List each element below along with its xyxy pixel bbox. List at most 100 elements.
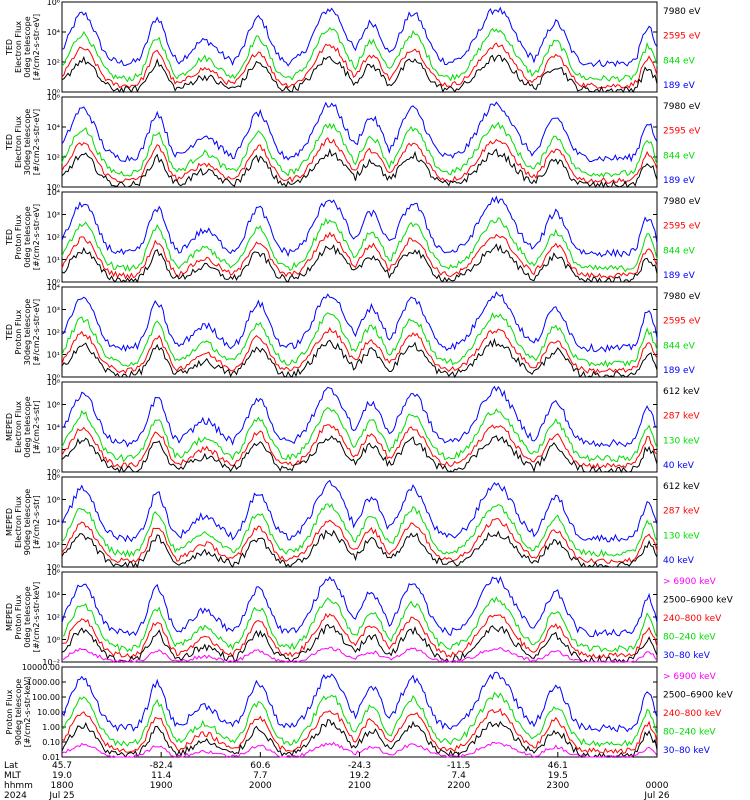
legend-entry: 7980 eV xyxy=(663,197,701,207)
legend-entry: 612 keV xyxy=(663,482,700,492)
y-tick-label: 10³ xyxy=(47,211,60,220)
x-tick-label: 2000 xyxy=(249,781,272,791)
legend-entry: 80–240 keV xyxy=(663,728,716,738)
series-blue-trace xyxy=(61,6,658,68)
y-tick-label: 10⁴ xyxy=(47,518,60,527)
y-tick-label: 10⁴ xyxy=(47,283,60,292)
panel-frame xyxy=(61,1,658,93)
legend-entry: 7980 eV xyxy=(663,292,701,302)
legend-entry: 80–240 keV xyxy=(663,633,716,643)
legend-entry: 30–80 keV xyxy=(663,651,711,661)
y-axis-label-line: [#/cm2-s-str-eV] xyxy=(32,14,41,80)
x-tick-label: 45.7 xyxy=(52,761,72,771)
x-tick-label: -24.3 xyxy=(348,761,371,771)
panel-frame xyxy=(61,666,658,758)
y-axis-label-line: TED xyxy=(5,324,14,341)
series-green-trace xyxy=(61,312,658,368)
legend-entry: 189 eV xyxy=(663,81,696,91)
y-tick-label: 10² xyxy=(47,446,60,455)
series-blue-trace xyxy=(61,575,658,638)
x-tick-label: 1900 xyxy=(150,781,173,791)
series-red-trace xyxy=(61,137,658,185)
legend-entry: 844 eV xyxy=(663,151,696,161)
y-axis-label-line: 30deg telescope xyxy=(23,299,32,366)
y-axis-label-line: Electron Flux xyxy=(14,116,23,168)
legend-entry: 2500–6900 keV xyxy=(663,691,734,701)
legend-entry: 40 keV xyxy=(663,461,695,471)
series-red-trace xyxy=(61,42,658,89)
x-tick-label: 2300 xyxy=(546,781,569,791)
y-axis-label-line: TED xyxy=(5,229,14,246)
y-tick-label: 10² xyxy=(47,541,60,550)
x-tick-label: Jul 25 xyxy=(48,791,74,800)
y-tick-label: 10⁰ xyxy=(47,373,60,382)
series-black-trace xyxy=(61,148,658,189)
y-axis-label-line: Electron Flux xyxy=(14,401,23,453)
legend-entry: 189 eV xyxy=(663,271,696,281)
x-row-label: 2024 xyxy=(4,791,27,800)
y-tick-label: 10⁴ xyxy=(47,591,60,600)
series-black-trace xyxy=(61,337,658,379)
x-tick-label: 11.4 xyxy=(151,771,171,781)
y-axis-label-line: [#/cm2-s-str-keV] xyxy=(23,677,32,748)
panel-frame xyxy=(61,571,658,663)
y-axis-label-line: 0deg telescope xyxy=(23,396,32,457)
y-axis-label-line: Electron Flux xyxy=(14,496,23,548)
panel-frame xyxy=(61,476,658,568)
series-red-trace xyxy=(61,518,658,564)
series-black-trace xyxy=(61,54,658,94)
panel-frame xyxy=(61,381,658,473)
y-axis-label-line: TED xyxy=(5,39,14,56)
x-tick-label: 19.2 xyxy=(349,771,369,781)
y-tick-label: 1.00 xyxy=(42,723,60,732)
series-black-trace xyxy=(61,529,658,569)
legend-entry: 2595 eV xyxy=(663,317,701,327)
y-axis-label-line: MEPED xyxy=(5,603,14,631)
panel-2: 10⁶ 10⁴ 10² 10⁰ TED Electron Flux 30deg telesc… xyxy=(5,93,701,192)
series-green-trace xyxy=(61,121,658,178)
legend-entry: 844 eV xyxy=(663,341,696,351)
y-tick-label: 10² xyxy=(47,233,60,242)
series-blue-trace xyxy=(61,385,658,448)
legend-entry: 240–800 keV xyxy=(663,709,722,719)
x-row-label: Lat xyxy=(4,761,19,771)
series-black-trace xyxy=(61,623,658,663)
y-tick-label: 1000.00 xyxy=(27,678,60,687)
legend-entry: 7980 eV xyxy=(663,102,701,112)
x-tick-label: -82.4 xyxy=(150,761,174,771)
series-blue-trace xyxy=(61,479,658,543)
y-axis-label-line: [#/cm2-s-str-eV] xyxy=(32,109,41,175)
panel-3: 10⁴ 10³ 10² 10¹ 10⁰ TED Proton Flux 0deg telesc… xyxy=(5,188,701,287)
x-axis-annotations: Lat 45.7 -82.4 60.6 -24.3 -11.5 46.1 MLT 19.0 11.… xyxy=(4,752,670,800)
x-tick-label: 7.4 xyxy=(452,771,467,781)
panel-7: 10⁶ 10⁴ 10² 10⁰ 10⁻² MEPED Proton Flux 0deg tel… xyxy=(5,568,734,667)
y-tick-label: 10000.00 xyxy=(22,663,60,672)
y-axis-label-line: 90deg telescope xyxy=(23,489,32,556)
y-tick-label: 10⁶ xyxy=(47,401,60,410)
y-tick-label: 10⁶ xyxy=(47,568,60,577)
legend-entry: 7980 eV xyxy=(663,7,701,17)
y-axis-label-line: MEPED xyxy=(5,508,14,536)
series-green-trace xyxy=(61,596,658,653)
legend-entry: 30–80 keV xyxy=(663,746,711,756)
legend-entry: 287 keV xyxy=(663,507,700,517)
series-green-trace xyxy=(61,27,658,83)
y-tick-label: 100.00 xyxy=(32,693,60,702)
legend-entry: 844 eV xyxy=(663,56,696,66)
series-blue-trace xyxy=(61,101,658,163)
y-tick-label: 10.00 xyxy=(37,708,60,717)
y-axis-label-line: [#/cm2-s-str-keV] xyxy=(32,582,41,653)
x-row-label: MLT xyxy=(4,771,22,781)
y-tick-label: 10⁸ xyxy=(47,378,60,387)
y-tick-label: 10⁸ xyxy=(47,473,60,482)
y-axis-label-line: 0deg telescope xyxy=(23,206,32,267)
series-blue-trace xyxy=(61,671,658,733)
series-black-trace xyxy=(61,243,658,284)
series-black-trace xyxy=(61,718,658,758)
y-tick-label: 10⁰ xyxy=(47,88,60,97)
legend-entry: 189 eV xyxy=(663,366,696,376)
series-red-trace xyxy=(61,231,658,280)
y-tick-label: 10⁶ xyxy=(47,93,60,102)
y-tick-label: 10⁰ xyxy=(47,563,60,572)
